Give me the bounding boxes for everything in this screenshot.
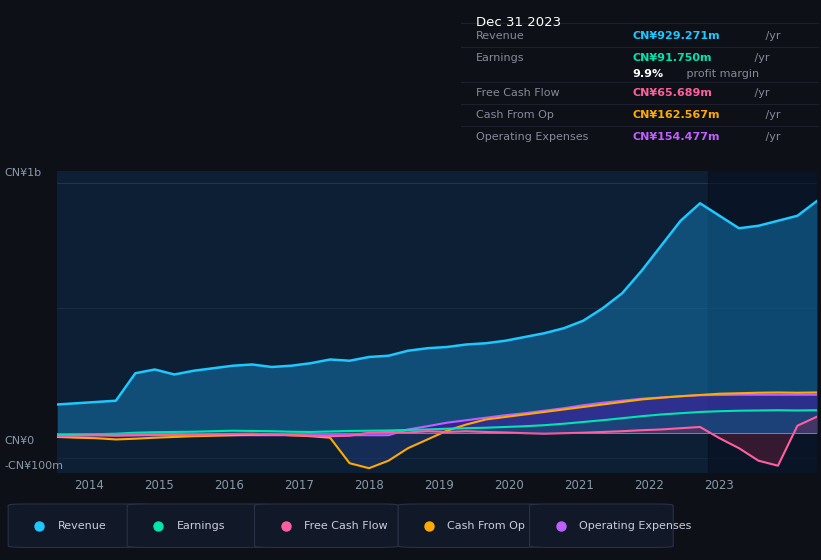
Text: Earnings: Earnings bbox=[177, 521, 225, 531]
Text: Dec 31 2023: Dec 31 2023 bbox=[475, 16, 561, 29]
Text: /yr: /yr bbox=[763, 132, 781, 142]
Text: CN¥929.271m: CN¥929.271m bbox=[633, 31, 721, 41]
Text: CN¥65.689m: CN¥65.689m bbox=[633, 88, 713, 98]
Text: Earnings: Earnings bbox=[475, 53, 524, 63]
Text: Operating Expenses: Operating Expenses bbox=[475, 132, 588, 142]
Text: -CN¥100m: -CN¥100m bbox=[4, 461, 63, 471]
Text: /yr: /yr bbox=[763, 110, 781, 120]
Text: /yr: /yr bbox=[763, 31, 781, 41]
Text: CN¥1b: CN¥1b bbox=[4, 167, 41, 178]
Text: CN¥91.750m: CN¥91.750m bbox=[633, 53, 713, 63]
Text: Free Cash Flow: Free Cash Flow bbox=[304, 521, 388, 531]
Text: Cash From Op: Cash From Op bbox=[475, 110, 553, 120]
FancyBboxPatch shape bbox=[255, 504, 398, 548]
FancyBboxPatch shape bbox=[8, 504, 152, 548]
Bar bbox=[709, 171, 817, 473]
Text: profit margin: profit margin bbox=[683, 69, 759, 79]
Text: Revenue: Revenue bbox=[475, 31, 525, 41]
Text: Revenue: Revenue bbox=[57, 521, 106, 531]
Text: CN¥154.477m: CN¥154.477m bbox=[633, 132, 720, 142]
FancyBboxPatch shape bbox=[127, 504, 271, 548]
FancyBboxPatch shape bbox=[398, 504, 542, 548]
Text: CN¥0: CN¥0 bbox=[4, 436, 34, 446]
Text: Operating Expenses: Operating Expenses bbox=[579, 521, 691, 531]
FancyBboxPatch shape bbox=[530, 504, 673, 548]
Text: CN¥162.567m: CN¥162.567m bbox=[633, 110, 720, 120]
Text: /yr: /yr bbox=[750, 88, 769, 98]
Text: Cash From Op: Cash From Op bbox=[447, 521, 525, 531]
Text: Free Cash Flow: Free Cash Flow bbox=[475, 88, 559, 98]
Text: /yr: /yr bbox=[750, 53, 769, 63]
Text: 9.9%: 9.9% bbox=[633, 69, 664, 79]
